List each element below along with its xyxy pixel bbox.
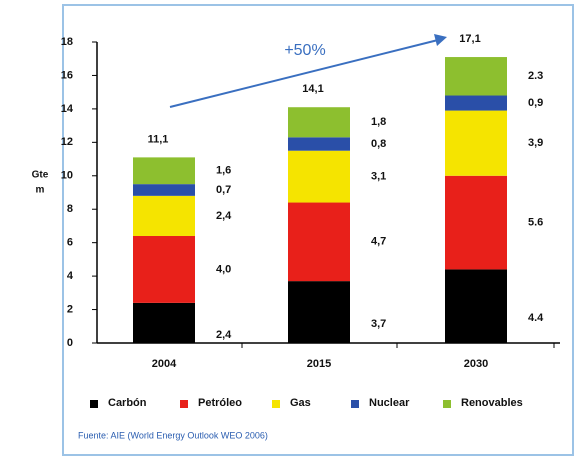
bar-segment	[445, 95, 507, 111]
y-tick-label: 4	[67, 270, 74, 282]
y-tick-label: 14	[61, 103, 74, 115]
total-label: 17,1	[459, 33, 480, 45]
y-tick-label: 12	[61, 136, 73, 148]
total-label: 11,1	[148, 133, 169, 145]
y-axis-label: Gte	[32, 170, 49, 181]
value-label: 5.6	[528, 217, 543, 229]
bar-segment	[288, 107, 350, 138]
value-label: 4.4	[528, 312, 544, 324]
bar-segment	[288, 202, 350, 282]
legend-label: Gas	[290, 397, 311, 409]
legend-swatch	[90, 400, 98, 408]
value-label: 0,7	[216, 184, 231, 196]
y-tick-label: 18	[61, 36, 73, 48]
value-label: 2,4	[216, 329, 232, 341]
y-tick-label: 2	[67, 303, 73, 315]
legend-label: Petróleo	[198, 397, 242, 409]
bar-segment	[445, 110, 507, 176]
legend-label: Nuclear	[369, 397, 410, 409]
value-label: 2.3	[528, 70, 543, 82]
value-label: 0,9	[528, 97, 543, 109]
y-tick-label: 10	[61, 170, 73, 182]
bar-segment	[133, 235, 195, 303]
bar-segment	[133, 157, 195, 185]
y-tick-label: 0	[67, 337, 73, 349]
bar-segment	[133, 302, 195, 343]
value-label: 2,4	[216, 210, 232, 222]
value-label: 3,9	[528, 137, 543, 149]
value-label: 1,8	[371, 116, 386, 128]
bar-segment	[133, 195, 195, 236]
y-axis-label: m	[36, 185, 45, 196]
value-label: 4,7	[371, 236, 386, 248]
total-label: 14,1	[302, 83, 323, 95]
bar-segment	[445, 175, 507, 270]
value-label: 3,1	[371, 171, 386, 183]
y-tick-label: 6	[67, 237, 73, 249]
y-tick-label: 8	[67, 203, 73, 215]
source: Fuente: AIE (World Energy Outlook WEO 20…	[78, 430, 268, 440]
bar-segment	[445, 269, 507, 343]
arrow-head	[434, 34, 447, 46]
x-tick-label: 2004	[152, 358, 177, 370]
legend-label: Carbón	[108, 397, 147, 409]
y-tick-label: 16	[61, 69, 73, 81]
legend-swatch	[443, 400, 451, 408]
x-tick-label: 2015	[307, 358, 331, 370]
value-label: 0,8	[371, 138, 386, 150]
value-label: 4,0	[216, 263, 231, 275]
legend-label: Renovables	[461, 397, 523, 409]
bar-segment	[445, 57, 507, 96]
value-label: 3,7	[371, 318, 386, 330]
bar-segment	[288, 281, 350, 343]
arrow-line	[169, 39, 439, 108]
x-tick-label: 2030	[464, 358, 488, 370]
bar-segment	[288, 150, 350, 203]
legend-swatch	[180, 400, 188, 408]
legend-swatch	[351, 400, 359, 408]
legend-swatch	[272, 400, 280, 408]
bar-segment	[288, 137, 350, 151]
value-label: 1,6	[216, 165, 231, 177]
annotation: +50%	[284, 42, 325, 59]
bar-segment	[133, 184, 195, 196]
